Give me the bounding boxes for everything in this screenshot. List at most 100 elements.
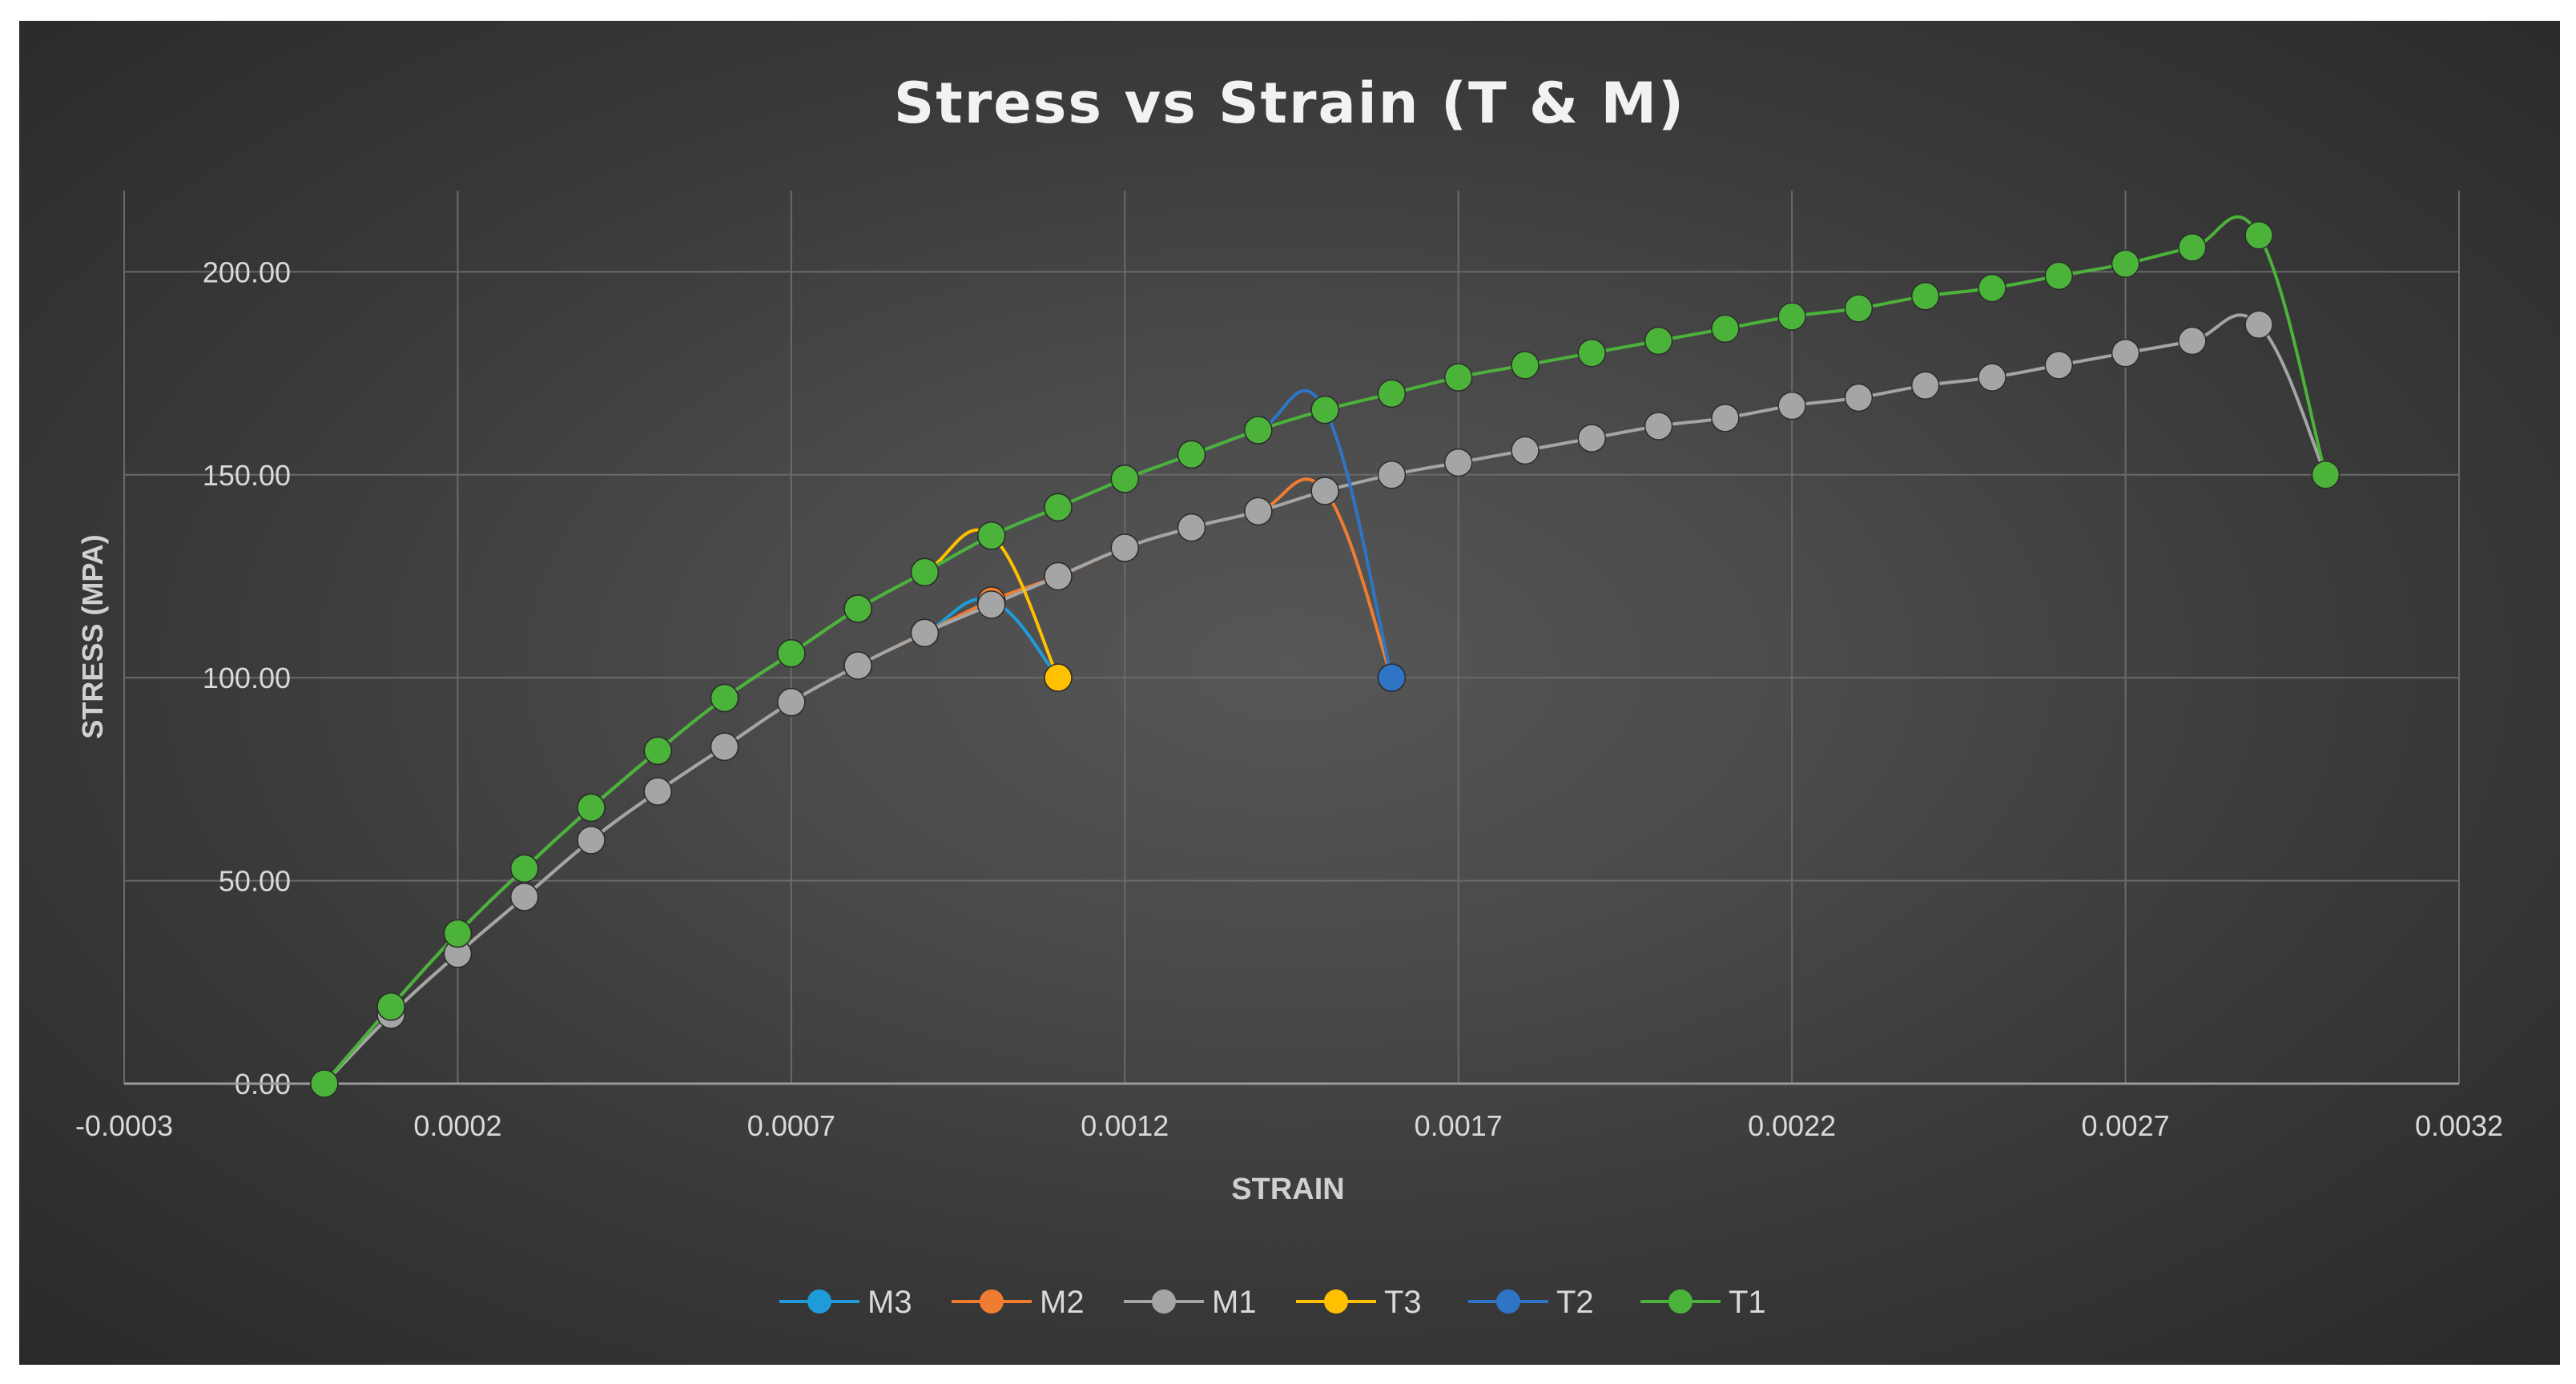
data-point-m1 (843, 651, 872, 680)
data-point-m1 (910, 618, 940, 648)
series-line-m2 (323, 477, 1394, 1085)
x-tick-label: 0.0032 (2415, 1109, 2503, 1142)
legend-item-m2[interactable]: M2 (952, 1285, 1085, 1320)
x-tick-label: 0.0027 (2082, 1109, 2170, 1142)
legend-item-t2[interactable]: T2 (1468, 1285, 1594, 1320)
data-point-m1 (1978, 363, 2006, 392)
legend-marker (980, 1289, 1004, 1314)
data-point-t1 (2244, 221, 2273, 250)
y-tick-label: 150.00 (203, 459, 291, 492)
data-point-t1 (1044, 493, 1073, 522)
series-line-m1 (323, 313, 2328, 1085)
legend-label: T2 (1556, 1285, 1594, 1320)
data-point-m1 (1777, 391, 1806, 420)
y-axis-title: STRESS (MPA) (76, 534, 109, 738)
legend-label: T1 (1729, 1285, 1766, 1320)
axis-layer: -0.0003 0.0002 0.0007 0.0012 0.0017 0.0022 0.0… (75, 255, 2503, 1142)
data-point-m1 (2244, 310, 2273, 339)
y-tick-label: 100.00 (203, 662, 291, 694)
x-tick-label: 0.0002 (413, 1109, 501, 1142)
series-line-m3 (323, 597, 1060, 1085)
x-tick-label: 0.0022 (1748, 1109, 1836, 1142)
data-point-t1 (2044, 261, 2074, 291)
data-point-t1 (509, 854, 539, 883)
data-point-t1 (1644, 326, 1673, 356)
data-point-t1 (376, 992, 405, 1021)
data-point-m1 (1511, 436, 1540, 465)
data-point-t1 (1310, 395, 1339, 424)
data-point-t1 (910, 557, 940, 587)
legend-label: T3 (1384, 1285, 1422, 1320)
legend-marker (1324, 1289, 1348, 1314)
data-point-t1 (443, 919, 473, 948)
x-tick-label: 0.0007 (747, 1109, 835, 1142)
data-point-t1 (1244, 416, 1273, 445)
x-tick-label: 0.0012 (1081, 1109, 1169, 1142)
data-point-t1 (1711, 314, 1740, 344)
data-point-m1 (1711, 404, 1740, 432)
data-point-m1 (509, 883, 539, 911)
data-point-m1 (1244, 497, 1273, 526)
grid-layer (123, 191, 2460, 1084)
chart-title: Stress vs Strain (T & M) (893, 70, 1686, 136)
data-point-m1 (777, 687, 806, 717)
legend-marker (1668, 1289, 1693, 1314)
data-point-m1 (1310, 477, 1339, 505)
data-point-t1 (2311, 461, 2341, 489)
data-point-m1 (643, 777, 673, 806)
data-point-m1 (1177, 513, 1206, 542)
data-point-t1 (1978, 273, 2006, 303)
data-point-m1 (1110, 533, 1140, 562)
legend-item-m3[interactable]: M3 (779, 1285, 912, 1320)
data-point-t1 (1177, 440, 1206, 469)
legend-marker (807, 1289, 831, 1314)
data-point-t1 (843, 594, 872, 623)
data-point-m1 (1577, 424, 1607, 453)
legend-label: M2 (1040, 1285, 1085, 1320)
data-point-t1 (1844, 294, 1874, 323)
legend-item-t3[interactable]: T3 (1296, 1285, 1422, 1320)
data-point-m1 (577, 826, 606, 855)
legend: M3 M2 M1 T3 T2 T1 (779, 1285, 1766, 1320)
series-line-t3 (323, 528, 1060, 1085)
data-point-m1 (1377, 461, 1407, 489)
data-point-t1 (1443, 363, 1473, 392)
data-point-t1 (1777, 302, 1806, 331)
data-point-m1 (2111, 338, 2140, 368)
data-point-m1 (1044, 561, 1073, 591)
data-point-t1 (710, 683, 739, 713)
data-point-m1 (1844, 383, 1874, 412)
data-point-t3 (1044, 663, 1073, 692)
legend-marker (1152, 1289, 1176, 1314)
data-point-m1 (2044, 351, 2074, 380)
data-point-t1 (1577, 338, 1607, 368)
data-point-t1 (976, 521, 1006, 550)
chart-frame: Stress vs Strain (T & M) (19, 21, 2560, 1365)
legend-item-t1[interactable]: T1 (1640, 1285, 1766, 1320)
data-point-t2 (1377, 663, 1407, 692)
data-point-t1 (1910, 282, 1940, 311)
data-point-m1 (2178, 326, 2207, 356)
data-point-t1 (1377, 379, 1407, 408)
data-point-t1 (577, 793, 606, 823)
data-point-m1 (976, 590, 1006, 619)
series-line-t2 (323, 388, 1394, 1085)
data-point-t1 (2111, 249, 2140, 278)
data-point-t1 (2178, 233, 2207, 262)
y-tick-label: 200.00 (203, 255, 291, 288)
data-point-t1 (1110, 465, 1140, 493)
legend-item-m1[interactable]: M1 (1124, 1285, 1257, 1320)
data-point-t1 (310, 1069, 339, 1098)
x-tick-label: 0.0017 (1415, 1109, 1503, 1142)
series-line-t1 (323, 215, 2328, 1085)
y-tick-label: 50.00 (219, 865, 291, 898)
data-point-m1 (1910, 371, 1940, 400)
legend-marker (1496, 1289, 1520, 1314)
data-point-m1 (1443, 448, 1473, 477)
data-point-m1 (710, 732, 739, 762)
legend-label: M1 (1212, 1285, 1257, 1320)
x-axis-title: STRAIN (1231, 1173, 1344, 1206)
data-point-t1 (777, 639, 806, 668)
legend-label: M3 (867, 1285, 912, 1320)
